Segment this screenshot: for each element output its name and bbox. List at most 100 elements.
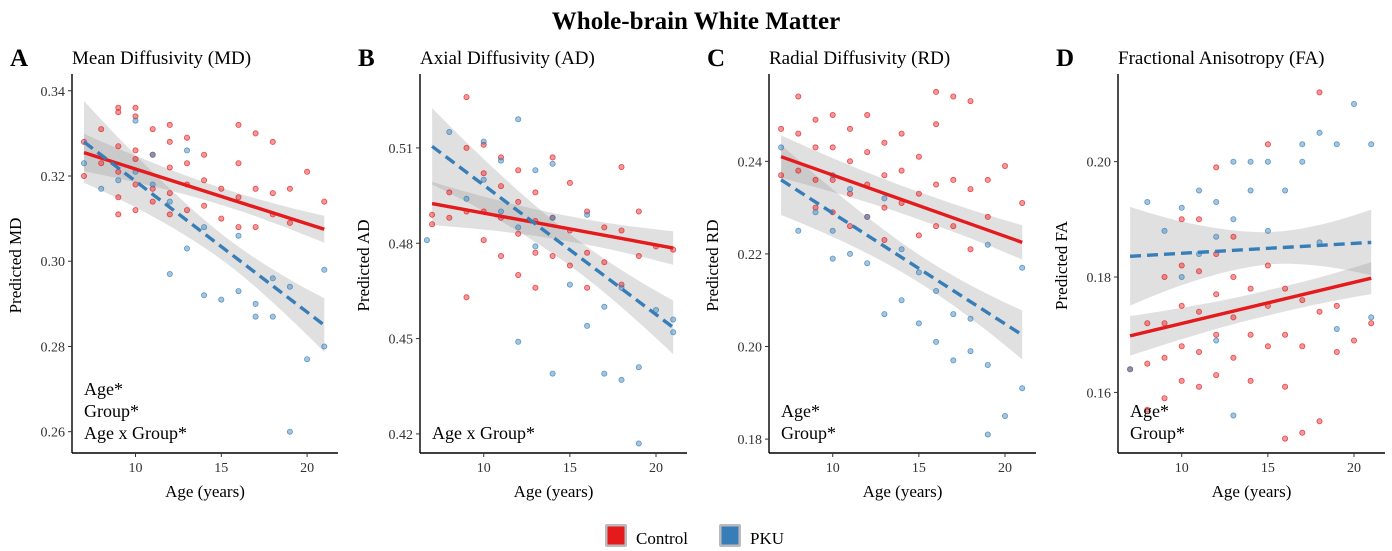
point-control (584, 249, 591, 256)
y-tick-label: 0.51 (389, 142, 414, 157)
point-control (984, 176, 991, 183)
point-control (235, 194, 242, 201)
point-control (1178, 302, 1185, 309)
point-pku (480, 176, 487, 183)
point-pku (304, 356, 311, 363)
point-control (618, 281, 625, 288)
panels: A Mean Diffusivity (MD) 10 15 20 0.26 0.28 0.30… (6, 45, 1385, 501)
point-pku (115, 177, 122, 184)
point-pku (463, 195, 470, 202)
point-control (463, 144, 470, 151)
point-control (1351, 337, 1358, 344)
y-tick-label: 0.20 (738, 341, 763, 356)
significance-annotation: Age* (1130, 401, 1169, 421)
significance-annotation: Group* (84, 401, 139, 421)
point-control (497, 154, 504, 161)
point-control (480, 141, 487, 148)
point-control (446, 189, 453, 196)
x-tick-label: 10 (1175, 461, 1189, 476)
point-pku (1264, 227, 1271, 234)
point-control (881, 172, 888, 179)
confidence-band-pku (84, 101, 325, 353)
point-control (618, 163, 625, 170)
panel-title: Fractional Anisotropy (FA) (1118, 48, 1325, 69)
point-pku (98, 185, 105, 192)
point-control (1230, 314, 1237, 321)
point-control (98, 160, 105, 167)
point-control (1299, 297, 1306, 304)
point-control (967, 98, 974, 105)
point-control (1178, 343, 1185, 350)
point-control (812, 176, 819, 183)
point-pku (149, 181, 156, 188)
point-pku (933, 338, 940, 345)
point-pku (618, 376, 625, 383)
point-control (967, 186, 974, 193)
point-control (149, 185, 156, 192)
point-pku (864, 213, 871, 220)
point-control (132, 104, 139, 111)
point-pku (1161, 227, 1168, 234)
point-pku (515, 116, 522, 123)
y-tick-label: 0.30 (41, 255, 66, 270)
point-control (1316, 308, 1323, 315)
point-pku (795, 227, 802, 234)
point-control (515, 198, 522, 205)
point-control (933, 121, 940, 128)
significance-annotation: Age x Group* (432, 423, 535, 443)
point-control (795, 167, 802, 174)
point-control (497, 183, 504, 190)
point-control (515, 230, 522, 237)
point-control (463, 294, 470, 301)
point-control (549, 154, 556, 161)
panel-d: D Fractional Anisotropy (FA) 10 15 20 0.16 0.1… (1052, 45, 1385, 501)
y-tick-label: 0.28 (41, 340, 66, 355)
point-pku (532, 167, 539, 174)
point-pku (1213, 337, 1220, 344)
point-control (1161, 395, 1168, 402)
panel-letter: C (707, 45, 725, 72)
point-control (847, 190, 854, 197)
x-tick-label: 15 (563, 461, 577, 476)
point-pku (635, 364, 642, 371)
point-control (898, 167, 905, 174)
confidence-band-pku (432, 108, 674, 355)
point-pku (269, 275, 276, 282)
point-pku (1247, 158, 1254, 165)
panel-c: C Radial Diffusivity (RD) 10 15 20 0.18 0.20 0.… (703, 45, 1036, 501)
point-pku (1299, 158, 1306, 165)
point-control (115, 104, 122, 111)
point-control (98, 126, 105, 133)
point-pku (812, 209, 819, 216)
point-control (1230, 273, 1237, 280)
point-control (235, 160, 242, 167)
point-pku (1368, 314, 1375, 321)
point-control (829, 112, 836, 119)
point-pku (1127, 366, 1134, 373)
point-control (183, 160, 190, 167)
point-control (566, 262, 573, 269)
y-tick-label: 0.18 (738, 433, 763, 448)
point-control (847, 223, 854, 230)
point-control (497, 252, 504, 259)
point-pku (1333, 325, 1340, 332)
significance-annotation: Age x Group* (84, 423, 187, 443)
point-control (532, 189, 539, 196)
point-pku (670, 329, 677, 336)
point-control (795, 130, 802, 137)
point-control (881, 236, 888, 243)
point-control (881, 139, 888, 146)
x-axis-label: Age (years) (863, 482, 943, 501)
point-control (166, 138, 173, 145)
point-control (463, 94, 470, 101)
point-pku (1196, 187, 1203, 194)
point-control (1196, 268, 1203, 275)
panel-title: Axial Diffusivity (AD) (420, 48, 595, 69)
point-control (1316, 89, 1323, 96)
point-pku (1230, 216, 1237, 223)
point-control (183, 207, 190, 214)
point-pku (670, 316, 677, 323)
panel-letter: B (358, 45, 375, 72)
point-control (446, 214, 453, 221)
point-pku (1333, 141, 1340, 148)
